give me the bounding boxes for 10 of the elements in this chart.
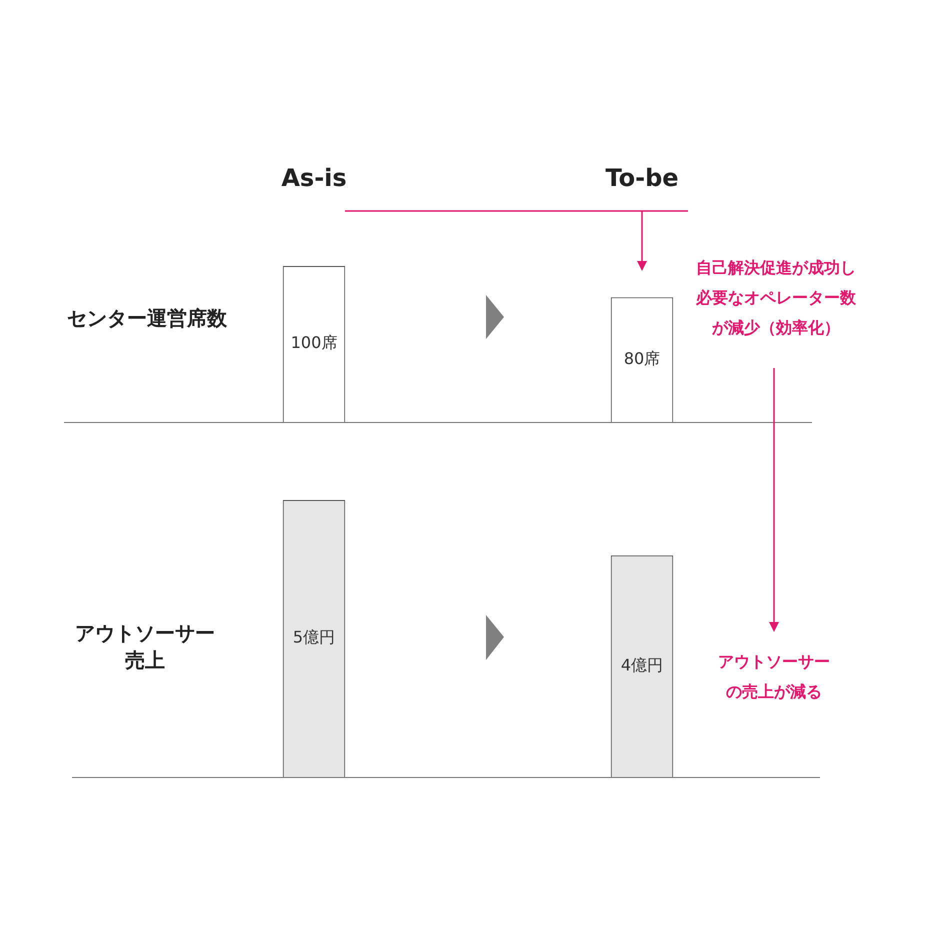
y-axis-title: アウトソーサー売上 <box>74 620 216 674</box>
annotation: アウトソーサーの売上が減る <box>717 651 831 703</box>
annotation: 自己解決促進が成功し必要なオペレーター数が減少（効率化） <box>695 257 857 339</box>
data-label: 100席 <box>290 333 338 352</box>
data-label: 5億円 <box>292 628 336 647</box>
x-tick-label: To-be <box>605 164 679 192</box>
y-axis-title: センター運営席数 <box>66 305 228 332</box>
data-label: 80席 <box>624 348 660 368</box>
x-tick-label: As-is <box>281 164 347 192</box>
data-label: 4億円 <box>620 655 664 674</box>
